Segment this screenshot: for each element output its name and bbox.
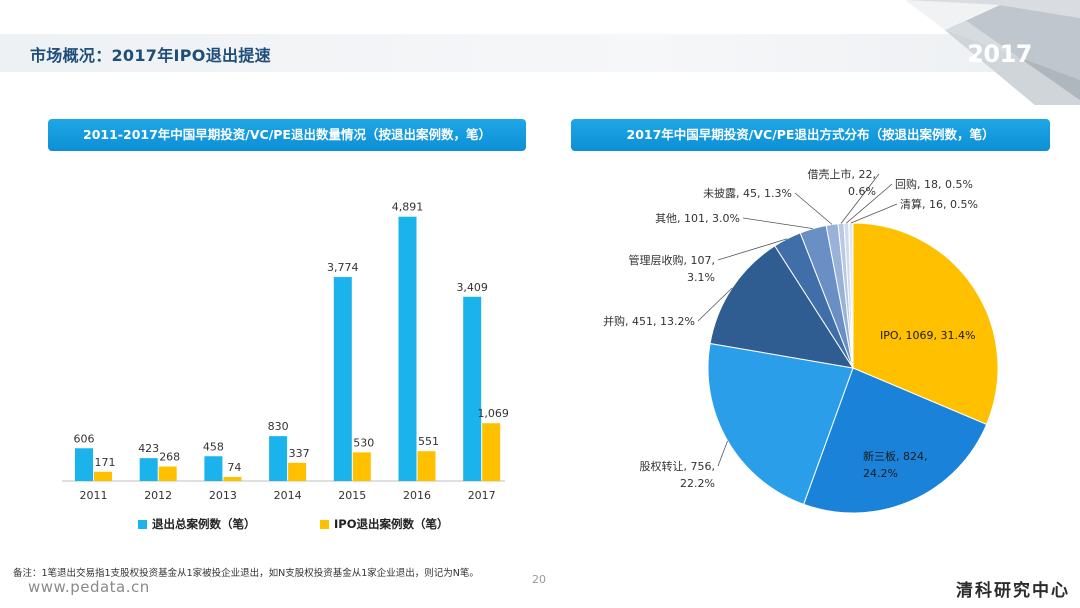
bar-total bbox=[463, 296, 482, 481]
data-label-ipo: 74 bbox=[227, 461, 241, 474]
bar-ipo bbox=[352, 452, 371, 481]
legend-label-total: 退出总案例数（笔） bbox=[152, 517, 256, 531]
x-tick-label: 2015 bbox=[338, 489, 366, 502]
pie-label: 借壳上市, 22, bbox=[808, 167, 877, 181]
data-label-total: 423 bbox=[138, 442, 159, 455]
pie-slice-9 bbox=[848, 222, 854, 369]
data-label-ipo: 171 bbox=[95, 456, 116, 469]
data-label-total: 830 bbox=[268, 420, 289, 433]
pie-label: 并购, 451, 13.2% bbox=[603, 314, 695, 328]
legend-item-ipo: IPO退出案例数（笔） bbox=[320, 516, 448, 532]
pie-label: 股权转让, 756, bbox=[640, 459, 716, 473]
legend-swatch-total bbox=[138, 519, 147, 529]
pie-label: 管理层收购, 107, bbox=[629, 253, 716, 267]
corner-stripe-sheen bbox=[905, 0, 1080, 105]
year-badge: 2017 bbox=[967, 40, 1032, 68]
data-label-ipo: 530 bbox=[353, 436, 374, 449]
leader-line bbox=[846, 183, 893, 224]
x-tick-label: 2016 bbox=[403, 489, 431, 502]
pie-label: 0.6% bbox=[848, 185, 876, 198]
bar-total bbox=[398, 216, 417, 482]
page-title: 市场概况：2017年IPO退出提速 bbox=[30, 46, 271, 65]
bar-ipo bbox=[94, 471, 112, 481]
bar-ipo bbox=[158, 466, 177, 481]
leader-line bbox=[840, 173, 880, 224]
pie-label: 22.2% bbox=[680, 477, 715, 490]
pie-label: 24.2% bbox=[863, 467, 898, 480]
bar-ipo bbox=[288, 462, 307, 481]
bar-total bbox=[333, 277, 352, 481]
data-label-ipo: 268 bbox=[159, 451, 180, 464]
bar-ipo bbox=[223, 477, 242, 481]
data-label-total: 606 bbox=[74, 432, 95, 445]
pie-label: 新三板, 824, bbox=[863, 449, 928, 463]
brand-logo-text: 清科研究中心 bbox=[956, 581, 1070, 601]
bar-total bbox=[204, 456, 223, 481]
data-label-total: 458 bbox=[203, 440, 224, 453]
corner-stripe-light bbox=[905, 0, 1080, 18]
bar-total bbox=[75, 448, 93, 481]
x-tick-label: 2011 bbox=[80, 489, 108, 502]
page-number: 20 bbox=[532, 573, 546, 586]
x-tick-label: 2012 bbox=[144, 489, 172, 502]
leader-line bbox=[742, 217, 814, 229]
website-link[interactable]: www.pedata.cn bbox=[28, 578, 150, 596]
data-label-ipo: 337 bbox=[289, 447, 310, 460]
bar-total bbox=[269, 436, 288, 481]
title-band bbox=[0, 34, 1080, 72]
leader-line bbox=[850, 203, 898, 224]
leader-line bbox=[794, 192, 833, 225]
bar-chart-header: 2011-2017年中国早期投资/VC/PE退出数量情况（按退出案例数，笔） bbox=[48, 119, 526, 151]
data-label-total: 3,774 bbox=[327, 261, 359, 274]
data-label-ipo: 551 bbox=[418, 435, 439, 448]
footnote: 备注：1笔退出交易指1支股权投资基金从1家被投企业退出，如N支股权投资基金从1家… bbox=[13, 568, 479, 579]
x-tick-label: 2013 bbox=[209, 489, 237, 502]
pie-slice-2 bbox=[707, 342, 854, 505]
legend-item-total: 退出总案例数（笔） bbox=[138, 516, 256, 532]
leader-line bbox=[717, 238, 788, 261]
pie-label: 未披露, 45, 1.3% bbox=[703, 186, 792, 200]
data-label-total: 3,409 bbox=[456, 281, 488, 294]
pie-slice-1 bbox=[802, 367, 988, 514]
bar-ipo bbox=[482, 423, 501, 481]
legend-label-ipo: IPO退出案例数（笔） bbox=[334, 517, 449, 531]
data-label-total: 4,891 bbox=[392, 201, 424, 214]
bar-total bbox=[139, 458, 158, 481]
leader-line bbox=[697, 287, 733, 322]
leader-line bbox=[717, 440, 728, 467]
pie-slice-3 bbox=[709, 245, 855, 369]
x-tick-label: 2017 bbox=[468, 489, 496, 502]
legend-swatch-ipo bbox=[320, 519, 329, 529]
pie-label: 回购, 18, 0.5% bbox=[895, 177, 973, 191]
corner-decoration bbox=[905, 0, 1080, 105]
pie-label: 清算, 16, 0.5% bbox=[900, 197, 978, 211]
pie-label: 3.1% bbox=[687, 271, 715, 284]
pie-chart-header: 2017年中国早期投资/VC/PE退出方式分布（按退出案例数，笔） bbox=[571, 119, 1050, 151]
pie-label: 其他, 101, 3.0% bbox=[655, 212, 740, 225]
bar-ipo bbox=[417, 451, 436, 481]
data-label-ipo: 1,069 bbox=[477, 407, 509, 420]
pie-label: IPO, 1069, 31.4% bbox=[880, 329, 975, 342]
x-tick-label: 2014 bbox=[274, 489, 302, 502]
pie-slice-0 bbox=[852, 222, 999, 426]
